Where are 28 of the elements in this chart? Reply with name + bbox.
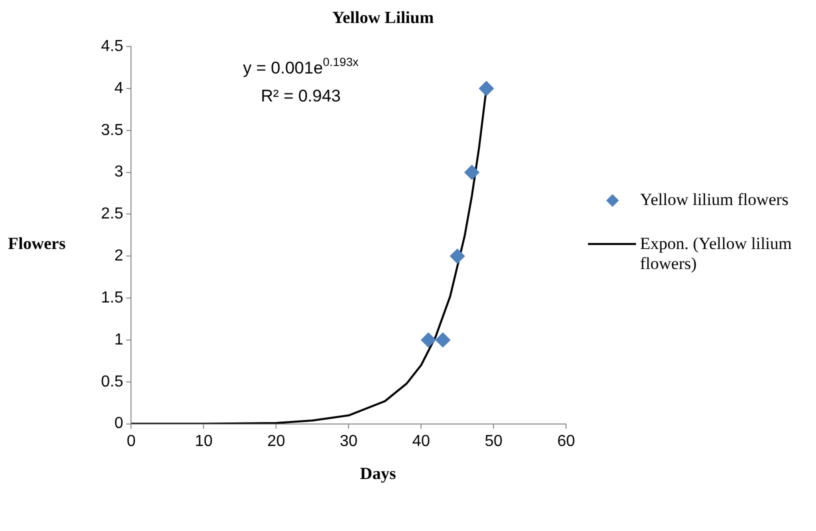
y-tick-label: 3.5 — [100, 122, 124, 139]
x-tick-label: 50 — [484, 432, 503, 450]
y-tick-label: 1 — [114, 331, 124, 348]
x-axis-title: Days — [359, 464, 397, 484]
x-tick-label: 40 — [412, 432, 430, 450]
annotation: R² = 0.943 — [260, 86, 341, 106]
point — [464, 164, 480, 180]
x-tick-label: 60 — [557, 432, 576, 450]
y-tick-label: 2 — [114, 248, 124, 265]
legend-label: Expon. (Yellow lilium flowers) — [640, 234, 793, 274]
y-tick-label: 2.5 — [100, 206, 124, 223]
x-tick-label: 0 — [126, 432, 136, 450]
y-axis-title: Flowers — [8, 234, 67, 254]
point — [420, 332, 436, 348]
x-tick-label: 10 — [194, 432, 213, 450]
x-tick-label: 20 — [267, 432, 286, 450]
y-tick-label: 4 — [114, 80, 124, 97]
legend-label: Yellow lilium flowers — [640, 190, 788, 210]
y-tick-label: 3 — [114, 164, 124, 181]
y-tick-label: 0.5 — [100, 373, 124, 390]
point — [450, 248, 465, 264]
point — [478, 81, 494, 96]
y-tick-label: 1.5 — [100, 289, 124, 306]
chart-title: Yellow Lilium — [331, 8, 435, 28]
x-tick-label: 30 — [340, 432, 358, 450]
point — [435, 332, 450, 348]
y-tick-label: 0 — [114, 415, 124, 432]
y-tick-label: 4.5 — [100, 38, 124, 56]
